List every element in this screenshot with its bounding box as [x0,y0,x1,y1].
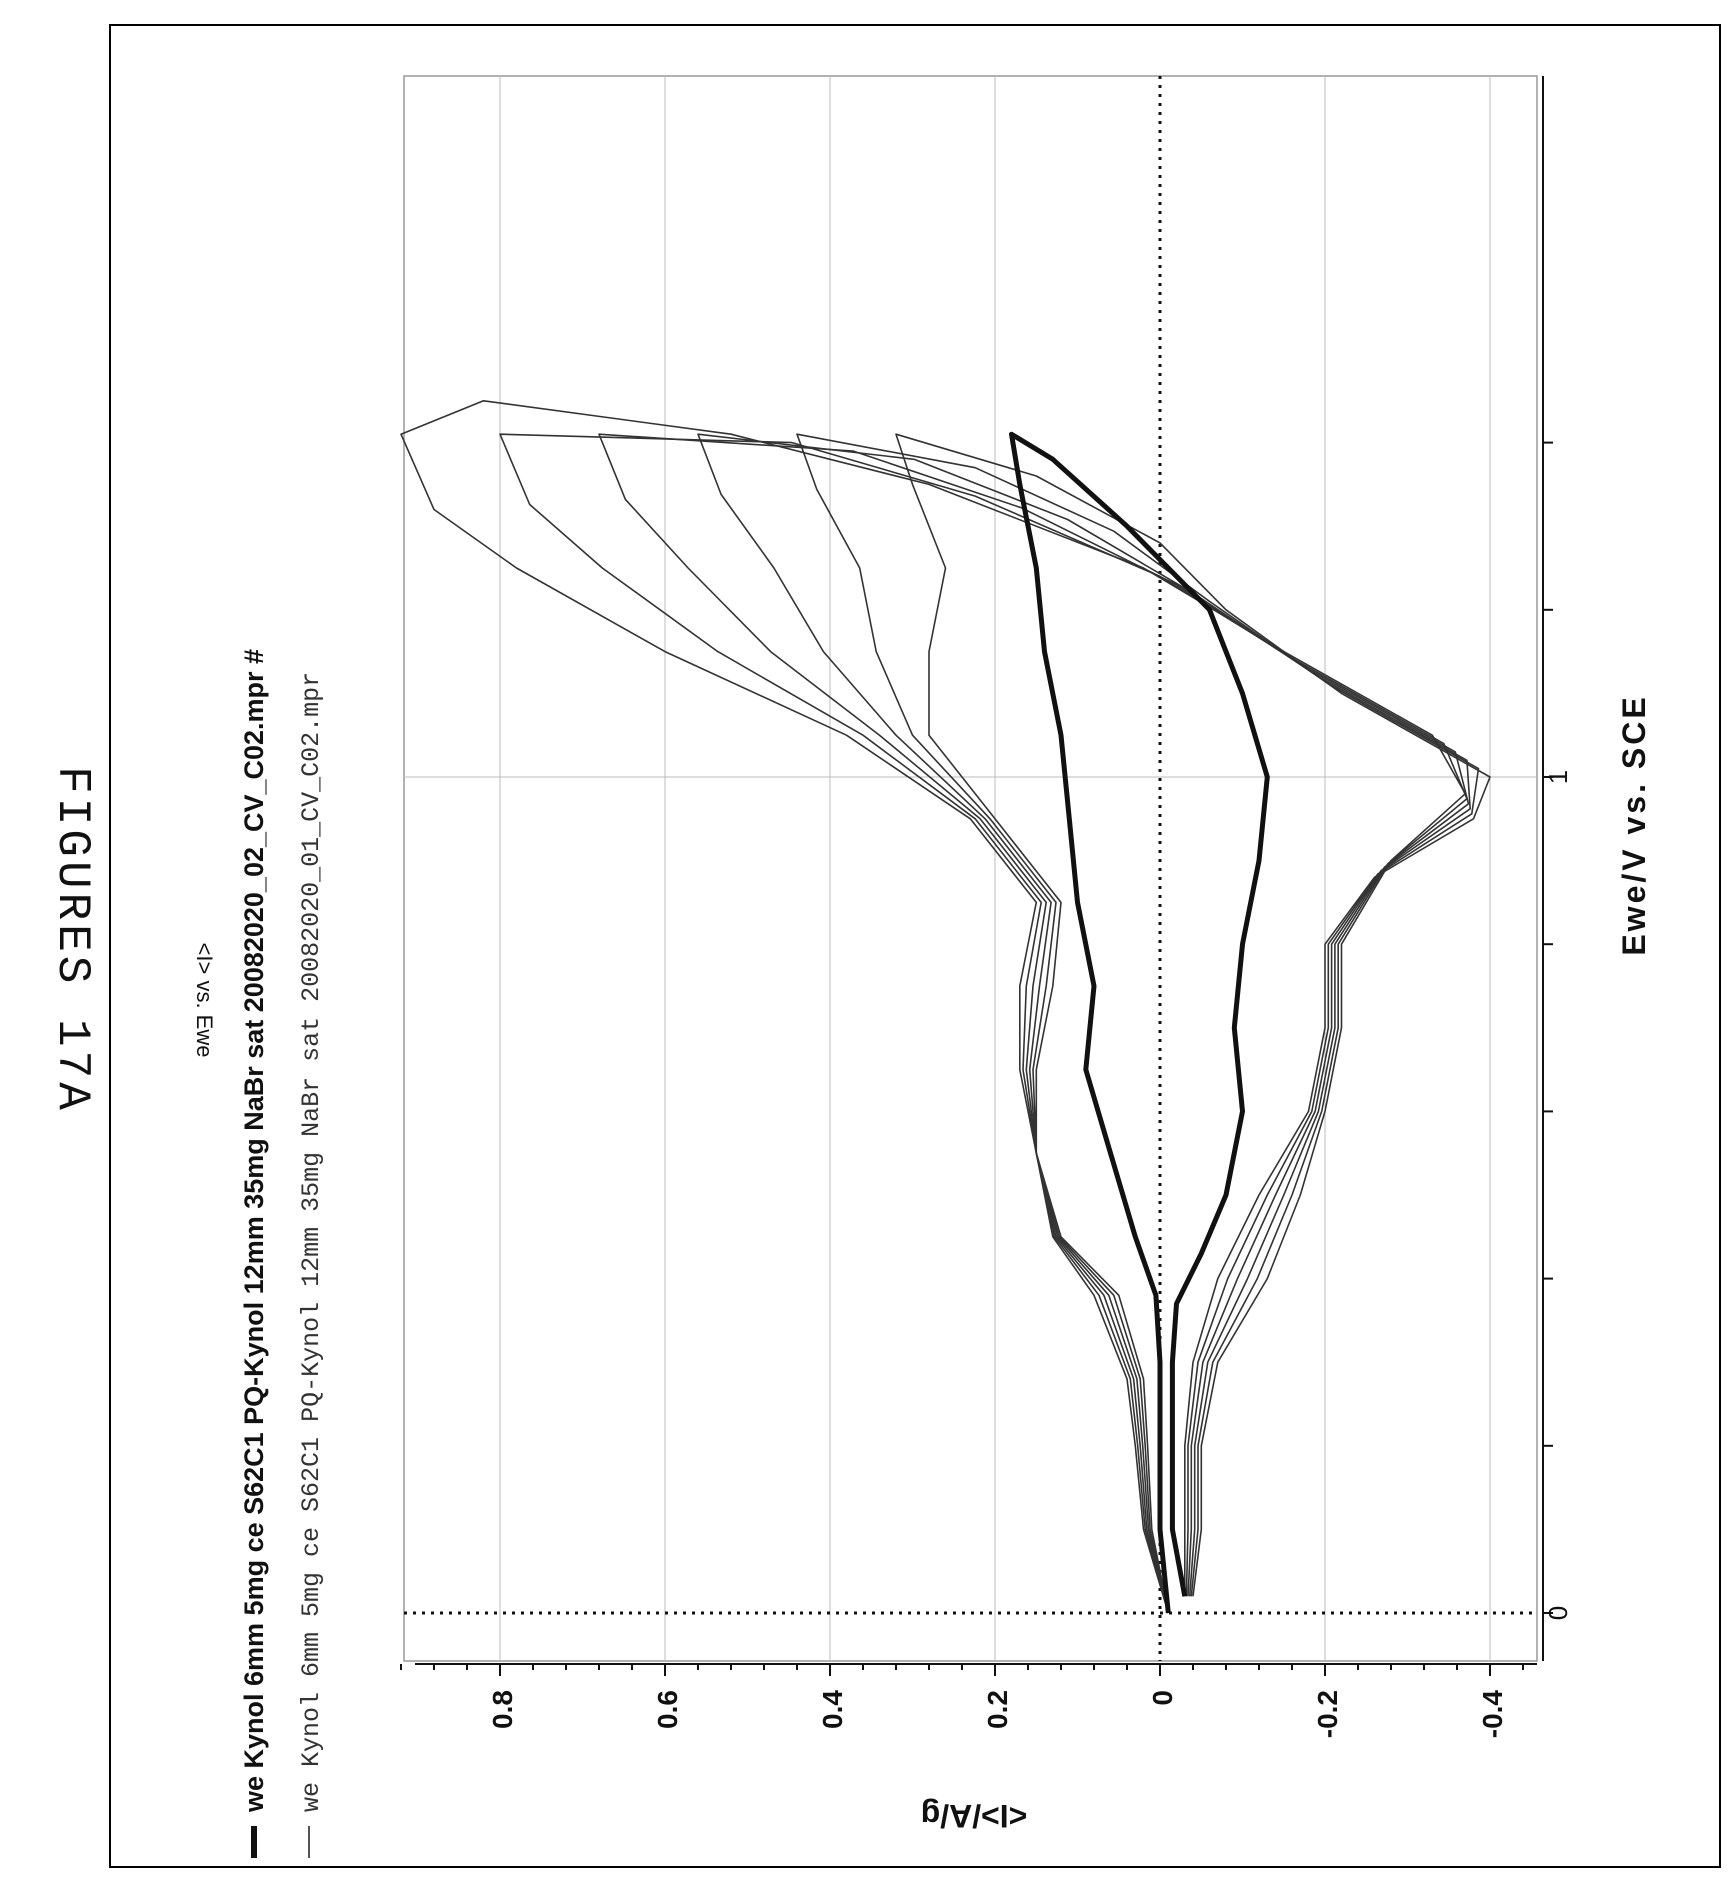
x-tick-label: 1 [1543,770,1573,784]
zero-lines [404,76,1537,1661]
y-tick-label: 0.6 [652,1690,683,1729]
series-line-thin-cycle [598,433,1470,1614]
x-ticks: 01 [1543,441,1573,1620]
y-tick-label: -0.2 [1312,1690,1343,1738]
plot-area [400,75,1538,1662]
grid [404,76,1537,1661]
series-line-thin-cycle [796,433,1480,1614]
x-tick-label: 0 [1543,1606,1573,1620]
y-ticks: -0.4 -0.2 0 0.2 0.4 0.6 0.8 [400,1664,1524,1739]
y-axis-label: <I>/A/g [921,1798,1028,1834]
plot-frame [403,75,1538,1662]
series-line-bold [1009,431,1270,1614]
chart-title: <I> vs. Ewe [192,943,217,1058]
y-tick-label: 0.2 [982,1690,1013,1729]
y-tick-label: -0.4 [1477,1690,1508,1739]
x-axis-label: Ewe/V vs. SCE [1616,694,1652,955]
series-line-thin-cycle [895,433,1491,1614]
y-axis: -0.4 -0.2 0 0.2 0.4 0.6 0.8 [400,1663,1537,1739]
y-tick-label: 0.8 [487,1690,518,1729]
x-axis: 01 [1542,76,1573,1661]
figure-border [109,24,1721,1868]
series-thin-group [400,400,1491,1614]
legend-entry-thin: we Kynol 6mm 5mg ce S62C1 PQ-Kynol 12mm … [297,672,326,1812]
legend-entry-bold: we Kynol 6mm 5mg ce S62C1 PQ-Kynol 12mm … [239,649,269,1813]
y-tick-label: 0 [1147,1690,1178,1706]
series-line-thin-cycle [697,433,1471,1614]
series-line-thin-cycle [400,400,1467,1614]
series-line-thin-cycle [499,433,1468,1614]
y-tick-label: 0.4 [817,1690,848,1729]
series-bold-group [1009,431,1270,1614]
figure-label: FIGURES 17A [46,766,98,1114]
